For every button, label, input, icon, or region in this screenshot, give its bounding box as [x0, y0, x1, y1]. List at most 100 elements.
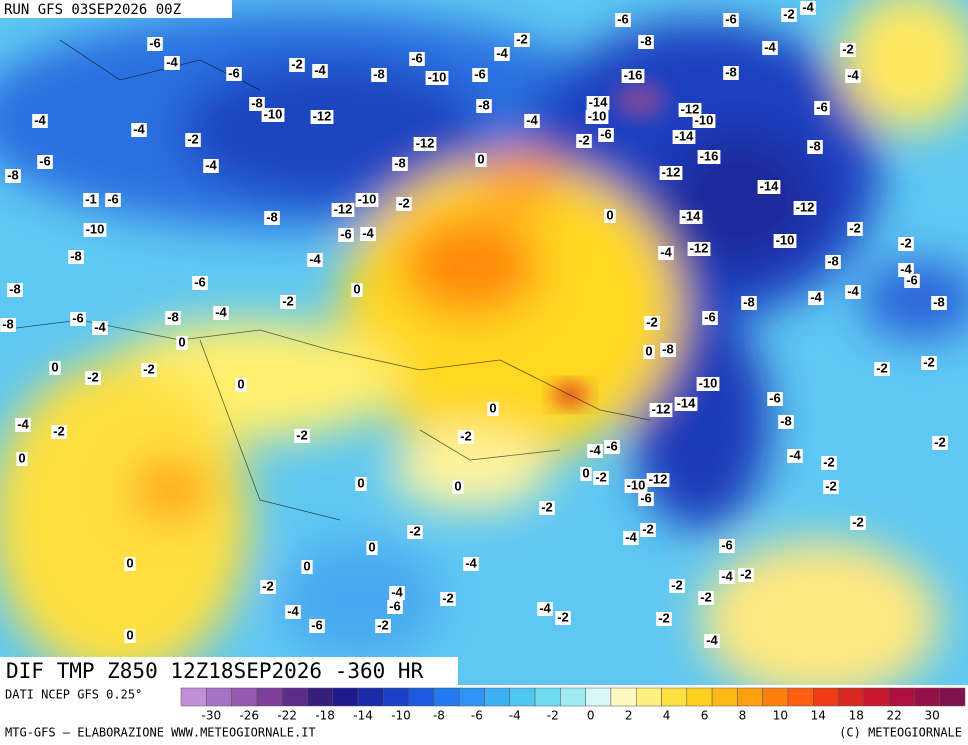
contour-label: 0 [645, 343, 652, 358]
contour-label: -2 [409, 523, 421, 538]
contour-label: 0 [51, 359, 58, 374]
legend-swatch [635, 687, 662, 707]
contour-label-box [16, 452, 28, 466]
contour-label-box [778, 415, 794, 429]
contour-label-box [351, 283, 363, 297]
color-bar: -30 -26 -22 -18 -14 -10 -8 -6 -4 -2 0 2 4 6 8 10 14 18 22 3… [180, 687, 966, 723]
contour-label: -2 [398, 195, 410, 210]
contour-label: -8 [266, 209, 278, 224]
contour-label: -2 [852, 514, 864, 529]
contour-label: -4 [314, 62, 326, 77]
contour-label: -2 [442, 590, 454, 605]
contour-label: -6 [311, 617, 323, 632]
contour-label: -6 [906, 272, 918, 287]
legend-swatch [863, 687, 890, 707]
contour-label: -4 [706, 632, 718, 647]
contour-label: -14 [682, 208, 702, 223]
contour-label-box [904, 274, 920, 288]
contour-label: -14 [677, 395, 697, 410]
contour-label-box [807, 140, 823, 154]
contour-label: -8 [662, 341, 674, 356]
contour-label-box [487, 402, 499, 416]
contour-label: -6 [640, 490, 652, 505]
contour-label: -12 [649, 471, 668, 486]
contour-label-box [767, 392, 783, 406]
legend-tick-label: -10 [391, 709, 411, 723]
contour-label-box [845, 285, 861, 299]
contour-label: -2 [291, 56, 303, 71]
contour-label-box [472, 68, 488, 82]
contour-label: -16 [700, 148, 719, 163]
contour-label: -2 [671, 577, 683, 592]
contour-label-box [366, 541, 378, 555]
contour-label: -4 [17, 416, 29, 431]
contour-label: -8 [2, 316, 14, 331]
legend-tick-label: 8 [739, 709, 747, 723]
contour-label-box [165, 311, 181, 325]
contour-label: -14 [675, 128, 695, 143]
contour-label-box [621, 69, 645, 83]
contour-label: -2 [825, 478, 837, 493]
contour-label: -6 [600, 126, 612, 141]
contour-label-box [124, 629, 136, 643]
contour-label-box [598, 128, 614, 142]
contour-label-box [874, 362, 890, 376]
contour-label-box [494, 47, 510, 61]
contour-label: -4 [205, 157, 217, 172]
contour-label-box [821, 456, 837, 470]
legend-swatch [560, 687, 586, 707]
contour-label-box [264, 211, 280, 225]
contour-label: -10 [86, 221, 105, 236]
contour-label-box [659, 166, 683, 180]
contour-label: -2 [377, 617, 389, 632]
contour-label: -6 [816, 99, 828, 114]
legend-tick-label: -8 [433, 709, 445, 723]
contour-label: -8 [394, 155, 406, 170]
contour-label-box [475, 153, 487, 167]
legend-swatch [737, 687, 763, 707]
legend-swatch [509, 687, 536, 707]
contour-label: -2 [923, 354, 935, 369]
map-field [0, 0, 968, 685]
contour-label-box [787, 449, 803, 463]
contour-label-box [638, 35, 654, 49]
contour-label: -4 [847, 67, 859, 82]
contour-label: -4 [166, 54, 178, 69]
legend-tick-label: 2 [625, 709, 633, 723]
contour-label-box [719, 570, 735, 584]
contour-label: -2 [823, 454, 835, 469]
contour-label-box [586, 96, 610, 110]
contour-label: 0 [477, 151, 484, 166]
contour-label-box [260, 580, 276, 594]
contour-label: -2 [658, 610, 670, 625]
legend-swatch [206, 687, 232, 707]
contour-label: -4 [764, 39, 776, 54]
contour-label: -6 [39, 153, 51, 168]
contour-labels: -6 -6 -2 -4-2-6 -8 -4 -2-4 -2 -4-6-6 -4-8 -10 -6 -16… [0, 0, 948, 648]
contour-label: -12 [662, 164, 681, 179]
contour-label-box [845, 69, 861, 83]
contour-label: -2 [87, 369, 99, 384]
contour-label: -8 [809, 138, 821, 153]
contour-label: -2 [700, 589, 712, 604]
contour-label-box [692, 114, 716, 128]
contour-label: -4 [589, 442, 601, 457]
contour-label: -4 [625, 529, 637, 544]
contour-label: -4 [526, 112, 538, 127]
contour-label: 0 [454, 478, 461, 493]
legend-swatch [813, 687, 839, 707]
contour-label: -8 [725, 64, 737, 79]
contour-label: -6 [606, 438, 618, 453]
contour-label: -2 [595, 469, 607, 484]
contour-label: -12 [334, 201, 353, 216]
legend-swatch [888, 687, 915, 707]
contour-label: -8 [933, 294, 945, 309]
contour-label-box [658, 246, 674, 260]
contour-label-box [762, 41, 778, 55]
contour-label: -8 [743, 294, 755, 309]
contour-label-box [793, 201, 817, 215]
contour-label: -2 [282, 293, 294, 308]
contour-label: -4 [900, 261, 912, 276]
contour-label-box [32, 114, 48, 128]
contour-label-box [285, 605, 301, 619]
